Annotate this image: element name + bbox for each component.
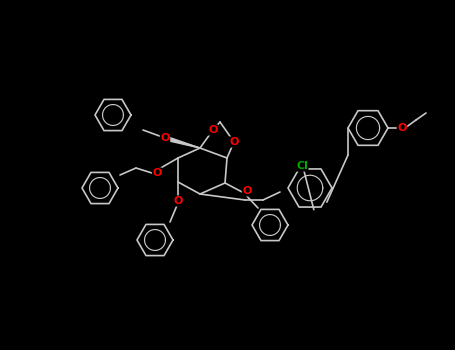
Polygon shape (164, 136, 200, 148)
Text: O: O (160, 133, 170, 143)
Text: O: O (173, 196, 183, 206)
Text: O: O (397, 123, 407, 133)
Text: Cl: Cl (296, 161, 308, 171)
Text: O: O (208, 125, 217, 135)
Text: O: O (229, 137, 239, 147)
Text: O: O (243, 186, 252, 196)
Text: O: O (152, 168, 162, 178)
